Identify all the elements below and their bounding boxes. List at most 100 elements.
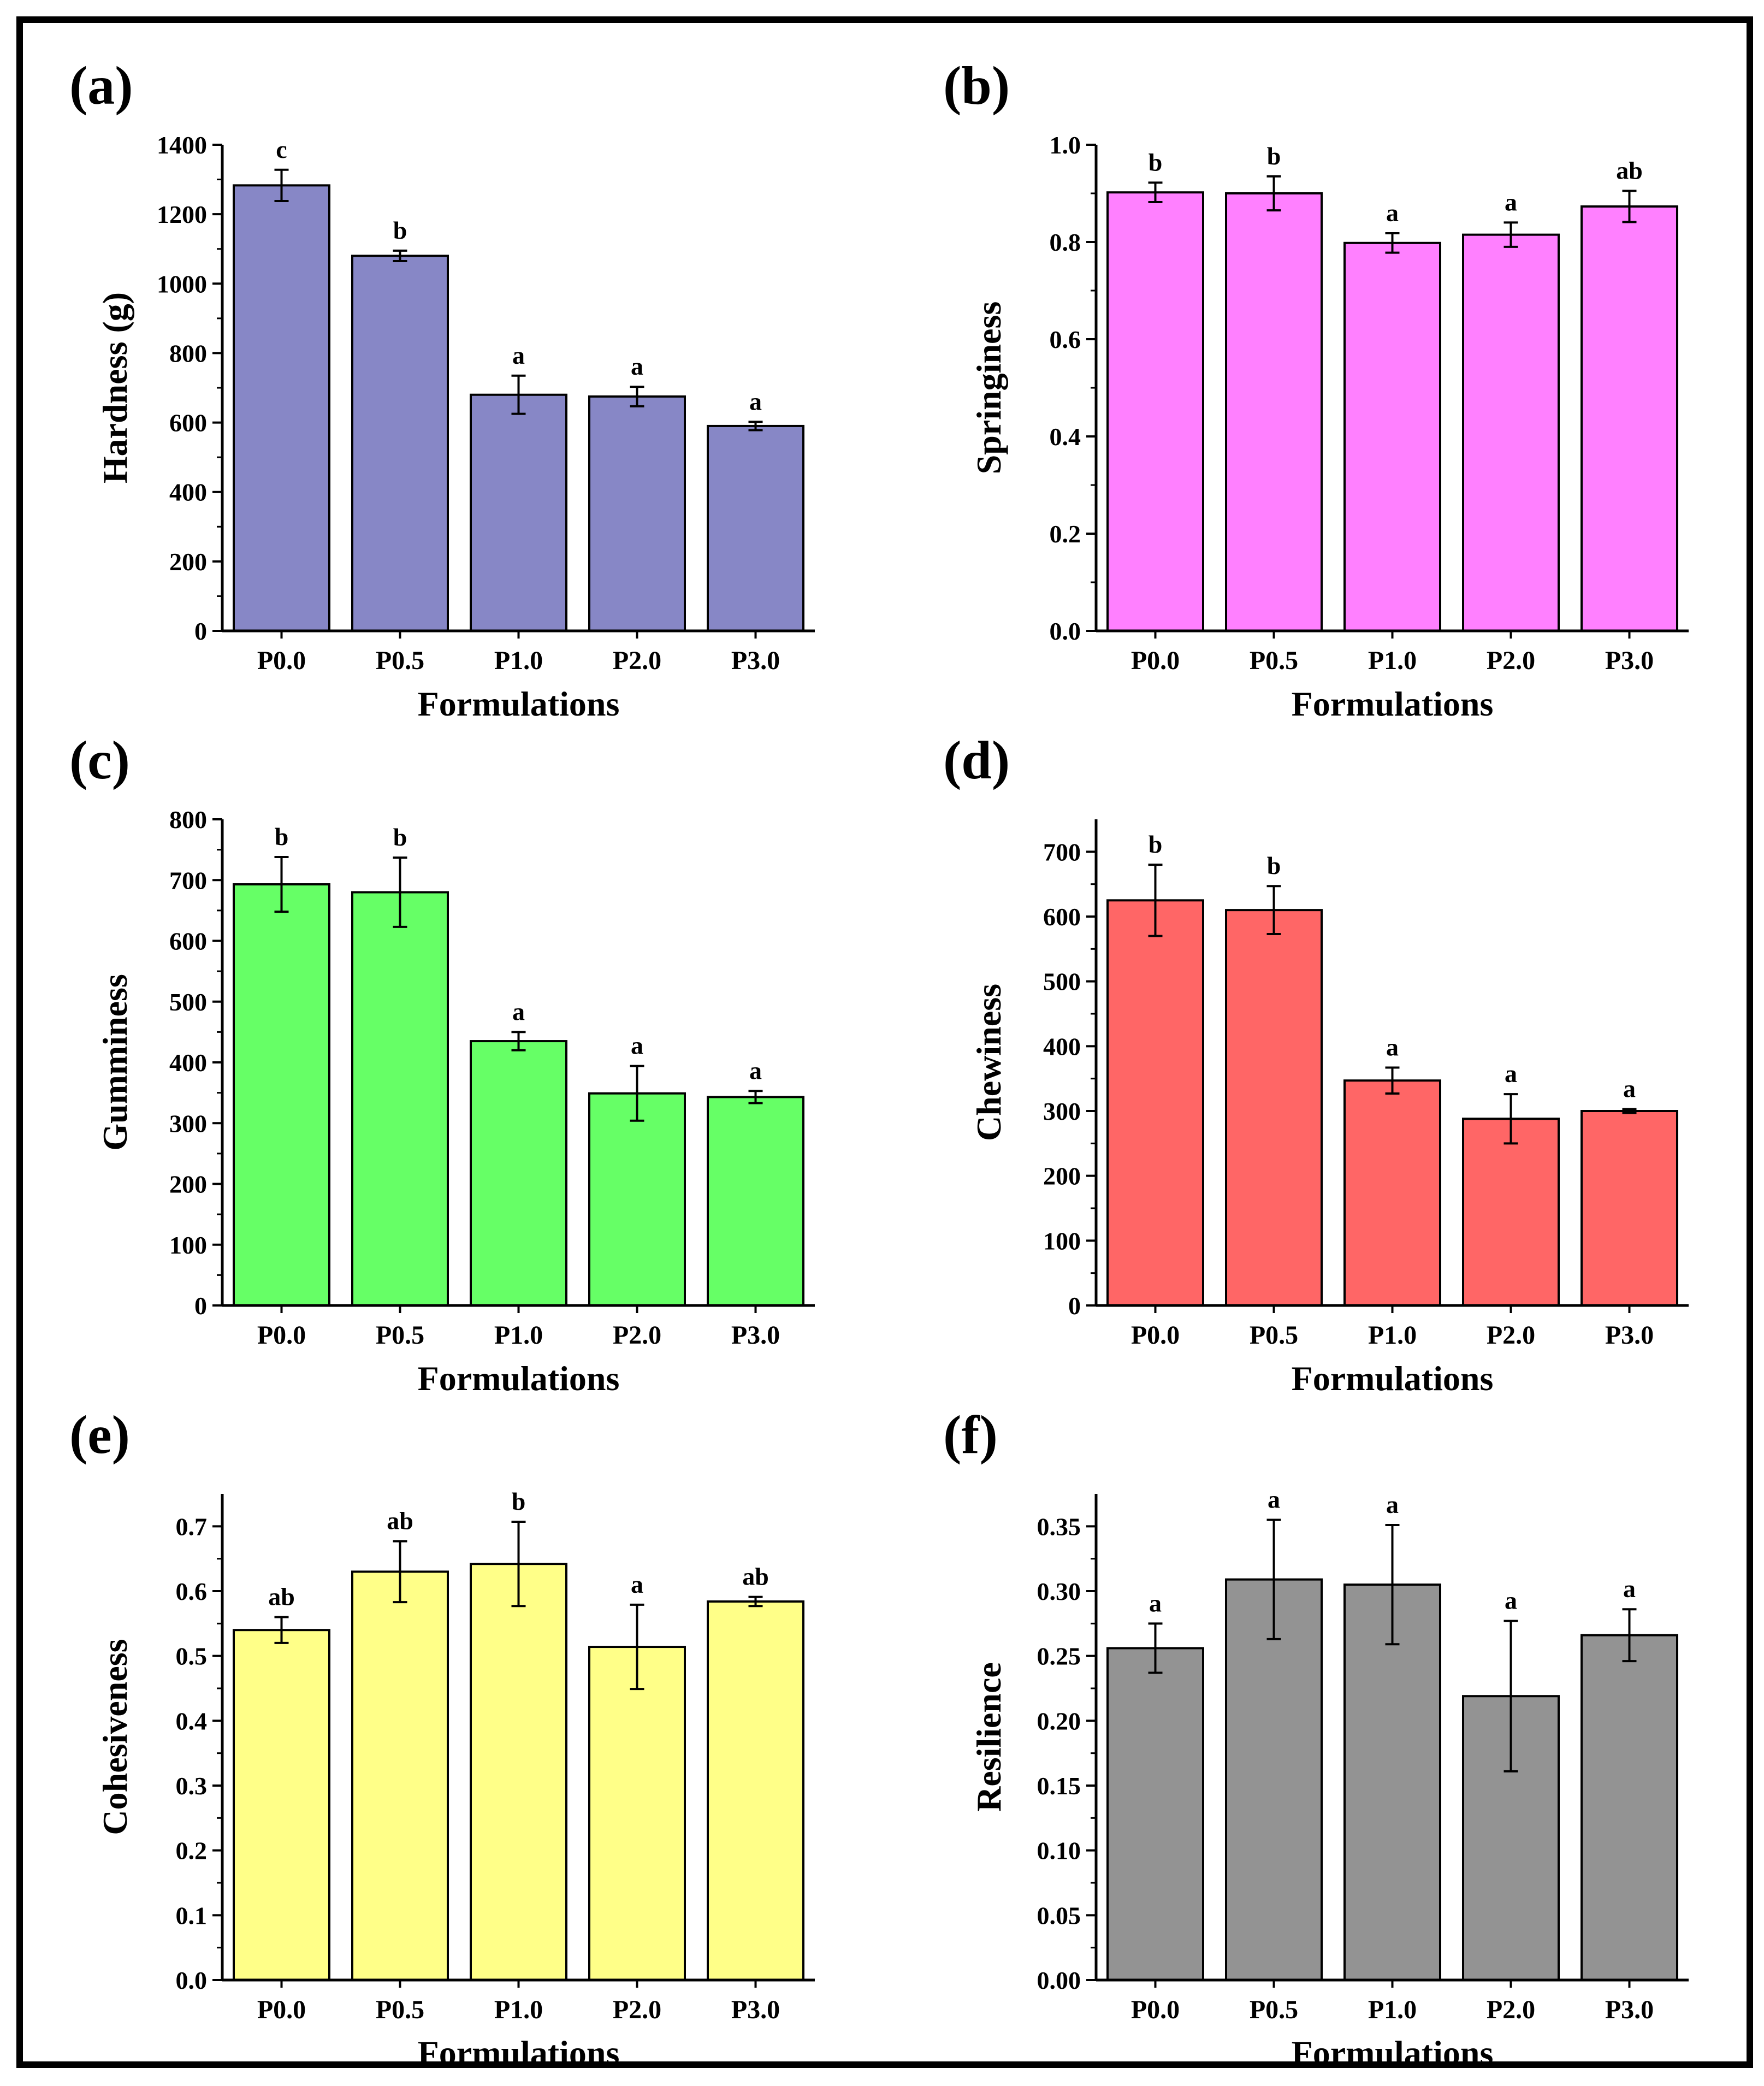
panel-c: (c) b P0.0 b P0.5 a P1.0 a P2.0 a P3.0 0 100 200 300 40…: [45, 713, 919, 1398]
bar: [588, 395, 686, 633]
panel-label: (d): [943, 730, 1010, 790]
bar: [1343, 1079, 1441, 1307]
significance-label: b: [1267, 142, 1281, 170]
bar: [1581, 1110, 1678, 1307]
y-tick-label: 700: [169, 866, 207, 894]
y-axis-title: Springiness: [969, 302, 1008, 475]
significance-label: b: [1149, 148, 1163, 176]
x-tick-label: P0.0: [257, 1995, 306, 2024]
y-tick-label: 800: [169, 339, 207, 367]
bar: [1581, 1634, 1678, 1981]
bar: [707, 424, 804, 633]
y-tick-label: 0.00: [1037, 1966, 1081, 1994]
y-tick-label: 0.1: [176, 1901, 208, 1929]
x-tick-label: P0.5: [376, 646, 424, 675]
significance-label: b: [1267, 852, 1281, 879]
y-tick-label: 0.4: [176, 1707, 208, 1735]
y-axis-title: Gumminess: [96, 974, 134, 1151]
panel-d: (d) b P0.0 b P0.5 a P1.0 a P2.0 a P3.0 0 100 200 300 40…: [919, 713, 1764, 1398]
significance-label: a: [631, 352, 643, 380]
panel-b: (b) b P0.0 b P0.5 a P1.0 a P2.0 ab P3.0 0.0 0.2 0.4 0.…: [919, 38, 1764, 723]
significance-label: a: [1149, 1589, 1162, 1617]
x-axis-title: Formulations: [1292, 684, 1494, 723]
y-tick-label: 500: [1043, 968, 1081, 996]
chart-f: (f) a P0.0 a P0.5 a P1.0 a P2.0 a P3.0 0.00 0.05 0.10…: [943, 1404, 1689, 2072]
y-tick-label: 0.05: [1037, 1901, 1081, 1929]
bar: [1225, 909, 1323, 1307]
y-tick-label: 1000: [157, 270, 207, 298]
x-tick-label: P1.0: [494, 1995, 543, 2024]
chart-a: (a) c P0.0 b P0.5 a P1.0 a P2.0 a P3.0 0 200 400 600 80…: [69, 55, 815, 723]
y-tick-label: 0.4: [1050, 423, 1081, 451]
x-axis-title: Formulations: [418, 2034, 620, 2072]
significance-label: ab: [1616, 157, 1643, 185]
x-tick-label: P0.5: [376, 1321, 424, 1350]
bar: [1106, 1647, 1204, 1981]
significance-label: a: [1386, 199, 1399, 227]
panel-label: (c): [69, 730, 130, 790]
chart-c: (c) b P0.0 b P0.5 a P1.0 a P2.0 a P3.0 0 100 200 300 40…: [69, 730, 815, 1398]
y-tick-label: 0.0: [176, 1966, 208, 1994]
x-axis-title: Formulations: [418, 684, 620, 723]
y-tick-label: 1400: [157, 131, 207, 159]
significance-label: a: [512, 341, 525, 369]
panel-label: (b): [943, 55, 1010, 116]
bar: [1462, 1118, 1560, 1307]
significance-label: a: [1505, 188, 1517, 216]
y-tick-label: 0.6: [1050, 326, 1081, 353]
x-tick-label: P0.0: [1131, 1995, 1180, 2024]
x-axis-title: Formulations: [1292, 2034, 1494, 2072]
x-tick-label: P2.0: [1487, 1995, 1535, 2024]
x-axis-title: Formulations: [418, 1359, 620, 1398]
significance-label: a: [1268, 1485, 1280, 1513]
significance-label: b: [275, 823, 289, 850]
y-tick-label: 300: [1043, 1097, 1081, 1125]
bar: [470, 1040, 567, 1307]
y-tick-label: 800: [169, 806, 207, 834]
x-tick-label: P1.0: [1368, 1321, 1417, 1350]
bar: [707, 1096, 804, 1307]
y-axis-title: Chewiness: [969, 984, 1008, 1141]
significance-label: ab: [387, 1507, 413, 1535]
chart-b: (b) b P0.0 b P0.5 a P1.0 a P2.0 ab P3.0 0.0 0.2 0.4 0.…: [943, 55, 1689, 723]
y-tick-label: 700: [1043, 838, 1081, 866]
y-tick-label: 0.0: [1050, 617, 1081, 645]
significance-label: b: [512, 1487, 526, 1515]
panel-label: (a): [69, 55, 133, 116]
x-tick-label: P2.0: [1487, 1321, 1535, 1350]
significance-label: b: [393, 216, 407, 244]
significance-label: a: [512, 997, 525, 1025]
chart-e: (e) ab P0.0 ab P0.5 b P1.0 a P2.0 ab P3.0 0.0 0.1 0.2…: [69, 1404, 815, 2072]
x-tick-label: P1.0: [1368, 646, 1417, 675]
y-tick-label: 0: [194, 617, 207, 645]
significance-label: ab: [268, 1582, 295, 1610]
y-tick-label: 0.2: [176, 1837, 208, 1865]
y-tick-label: 1.0: [1050, 131, 1081, 159]
x-tick-label: P3.0: [1605, 1321, 1654, 1350]
x-tick-label: P3.0: [731, 1321, 780, 1350]
x-tick-label: P0.0: [1131, 646, 1180, 675]
bar: [1106, 899, 1204, 1307]
x-tick-label: P0.5: [1250, 1995, 1298, 2024]
x-tick-label: P0.0: [1131, 1321, 1180, 1350]
significance-label: a: [749, 387, 762, 415]
y-axis-title: Cohesiveness: [96, 1639, 134, 1835]
bar: [351, 255, 449, 632]
y-axis-title: Hardness (g): [96, 292, 134, 483]
significance-label: c: [276, 135, 287, 163]
x-tick-label: P0.5: [1250, 1321, 1298, 1350]
y-axis-title: Resilience: [969, 1662, 1008, 1812]
bar: [1225, 192, 1323, 632]
y-tick-label: 100: [1043, 1227, 1081, 1255]
figure-frame: (a) c P0.0 b P0.5 a P1.0 a P2.0 a P3.0 0 200 400 600 80…: [16, 16, 1753, 2072]
significance-label: a: [1386, 1033, 1399, 1061]
y-tick-label: 0.15: [1037, 1772, 1081, 1800]
y-tick-label: 0.5: [176, 1642, 208, 1670]
bar: [351, 1570, 449, 1981]
bar: [707, 1600, 804, 1981]
x-tick-label: P2.0: [613, 1995, 661, 2024]
y-tick-label: 400: [169, 1049, 207, 1077]
significance-label: a: [631, 1032, 643, 1060]
y-tick-label: 600: [1043, 903, 1081, 931]
y-tick-label: 400: [1043, 1032, 1081, 1060]
